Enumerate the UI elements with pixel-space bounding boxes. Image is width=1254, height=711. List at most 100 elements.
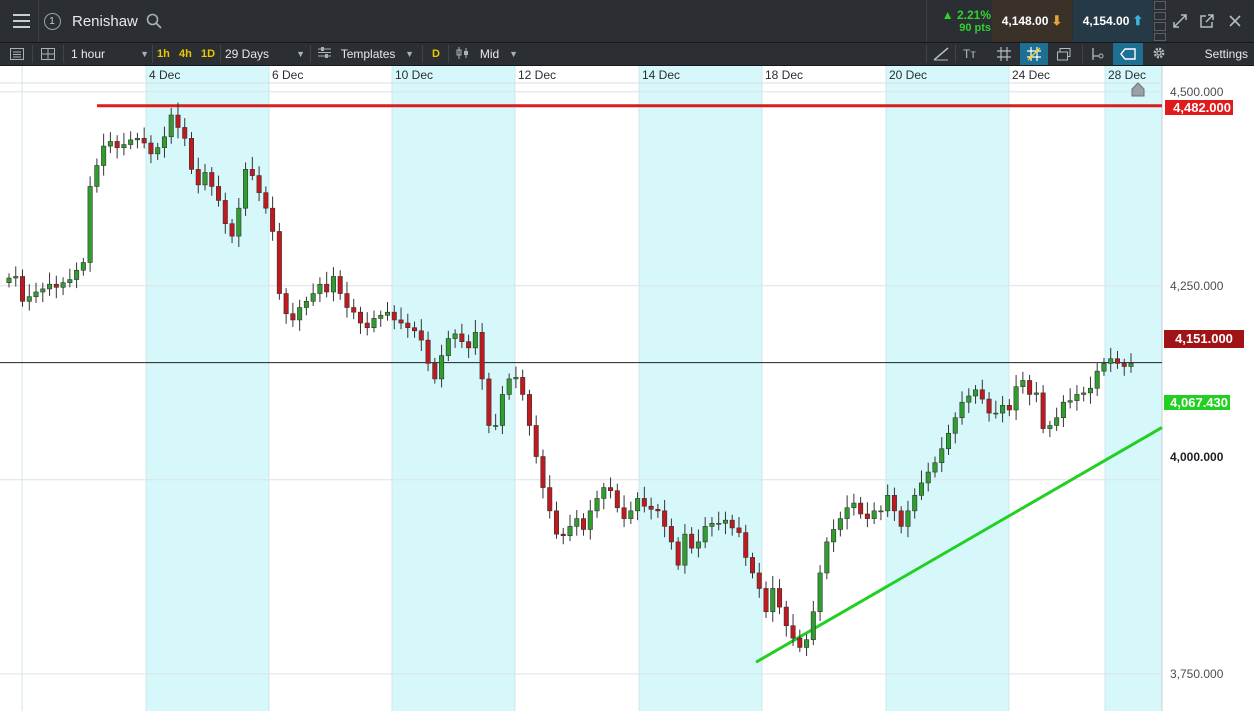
candle-body <box>391 311 397 321</box>
candle-body <box>161 136 167 148</box>
price-chart[interactable]: 4 Dec 6 Dec 10 Dec 12 Dec 14 Dec 18 Dec 20 Dec… <box>0 66 1254 711</box>
buy-button[interactable]: 4,154.00 ⬆ <box>1073 0 1153 42</box>
candle-body <box>209 172 215 187</box>
crosshair-grid-icon[interactable] <box>1020 43 1048 65</box>
support-tag[interactable]: 4,067.430 <box>1164 395 1230 410</box>
candlesticks <box>6 102 1134 656</box>
text-tool-icon[interactable]: Tт <box>963 47 976 61</box>
quick-1h[interactable]: 1h <box>157 48 170 60</box>
candle-body <box>101 145 107 166</box>
candle-body <box>804 639 810 648</box>
grid-icon[interactable] <box>997 43 1011 65</box>
current-price-tag: 4,151.000 <box>1164 330 1244 348</box>
popout-icon[interactable] <box>1194 0 1220 42</box>
tag-icon[interactable] <box>1113 43 1143 65</box>
candle-body <box>472 332 478 349</box>
search-icon[interactable] <box>145 0 163 42</box>
candle-body <box>229 223 235 237</box>
date-label: 24 Dec <box>1012 68 1051 82</box>
candle-body <box>378 314 384 319</box>
chevron-down-icon: ▼ <box>509 49 518 59</box>
candle-body <box>310 293 316 302</box>
candle-body <box>668 526 674 543</box>
templates-icon <box>318 47 331 61</box>
candle-body <box>216 186 222 201</box>
candle-body <box>479 332 485 380</box>
candle-body <box>547 487 553 512</box>
settings-button[interactable]: Settings <box>1152 43 1248 65</box>
quick-1d[interactable]: 1D <box>201 48 216 60</box>
candle-body <box>770 588 776 613</box>
candle-body <box>317 283 323 294</box>
instrument-name[interactable]: Renishaw <box>72 12 138 30</box>
chevron-down-icon: ▼ <box>140 49 149 59</box>
candle-body <box>1101 363 1107 372</box>
price-type-label: Mid <box>479 47 500 61</box>
candle-body <box>243 169 249 209</box>
candle-body <box>689 533 695 549</box>
draw-line-icon[interactable] <box>933 43 949 65</box>
candle-body <box>581 518 587 530</box>
trend-lines <box>0 104 1163 664</box>
gear-icon <box>1152 46 1166 63</box>
candle-body <box>574 518 580 527</box>
candle-body <box>1060 401 1066 419</box>
candle-body <box>932 462 938 473</box>
price-label: 3,750.000 <box>1170 666 1224 681</box>
home-icon[interactable] <box>1131 82 1145 102</box>
candle-body <box>47 283 53 290</box>
candle-body <box>560 533 566 536</box>
candle-body <box>1006 405 1012 411</box>
candle-body <box>13 276 19 279</box>
candle-body <box>851 502 857 509</box>
price-type-select[interactable]: Mid ▼ <box>456 43 518 65</box>
hamburger-icon <box>12 20 30 22</box>
candle-body <box>1094 370 1100 389</box>
candle-body <box>1114 358 1120 364</box>
candle-body <box>675 541 681 566</box>
candle-body <box>195 169 201 186</box>
buy-price: 4,154.00 <box>1082 14 1130 28</box>
candle-body <box>973 389 979 397</box>
close-icon[interactable] <box>1222 0 1248 42</box>
date-label: 20 Dec <box>889 68 928 82</box>
layout-icon[interactable] <box>41 43 55 65</box>
candle-body <box>871 510 877 519</box>
sell-button[interactable]: 4,148.00 ⬇ <box>992 0 1072 42</box>
candle-body <box>925 471 931 484</box>
resistance-tag[interactable]: 4,482.000 <box>1164 99 1234 116</box>
daily-toggle[interactable]: D <box>432 48 440 60</box>
instrument-header: 1 Renishaw ▲ 2.21% 90 pts 4,148.00 ⬇ 4,15… <box>0 0 1254 43</box>
weekend-bands <box>146 66 1162 711</box>
candle-body <box>175 114 181 128</box>
candle-body <box>74 269 80 280</box>
candle-body <box>357 311 363 324</box>
candle-body <box>682 533 688 566</box>
candle-body <box>121 144 127 148</box>
chart-canvas[interactable] <box>0 66 1254 711</box>
candle-body <box>1047 425 1053 429</box>
candle-body <box>898 510 904 527</box>
candle-body <box>662 510 668 527</box>
quick-4h[interactable]: 4h <box>179 48 192 60</box>
notification-badge[interactable]: 1 <box>40 0 64 42</box>
axis-4000: 4,000.000 <box>1170 450 1224 464</box>
candle-body <box>432 363 438 380</box>
candle-body <box>222 200 228 224</box>
candle-body <box>709 522 715 527</box>
candle-body <box>946 432 952 450</box>
market-depth-icon[interactable] <box>1154 0 1166 42</box>
interval-select[interactable]: 1 hour ▼ <box>71 43 149 65</box>
expand-icon[interactable] <box>1167 0 1193 42</box>
indicator-icon[interactable] <box>1090 43 1104 65</box>
candle-body <box>797 637 803 648</box>
windows-icon[interactable] <box>1057 43 1071 65</box>
candle-body <box>824 541 830 574</box>
candle-body <box>1087 387 1093 394</box>
menu-button[interactable] <box>4 0 39 42</box>
candle-body <box>141 138 147 144</box>
candle-body <box>526 394 532 426</box>
list-icon[interactable] <box>10 43 24 65</box>
range-select[interactable]: 29 Days ▼ <box>225 43 305 65</box>
templates-select[interactable]: Templates ▼ <box>318 43 414 65</box>
